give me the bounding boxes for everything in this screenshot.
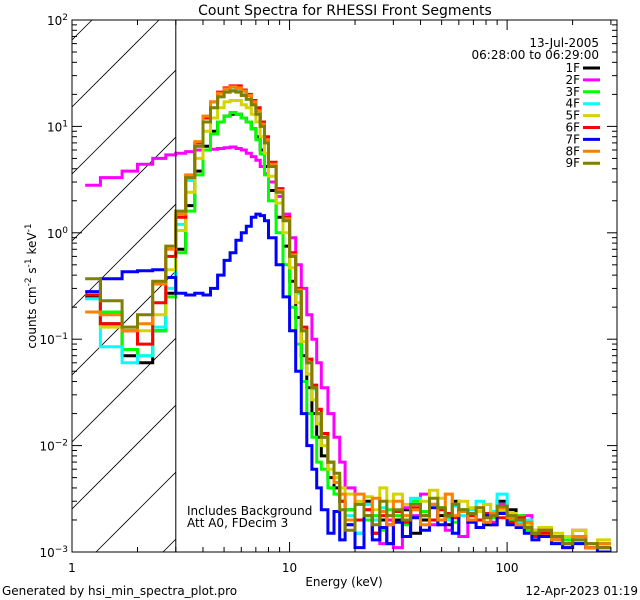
x-tick-label: 100 xyxy=(496,561,519,575)
hatch-line xyxy=(72,20,160,108)
legend-label-5F: 5F xyxy=(565,109,580,123)
legend-label-6F: 6F xyxy=(565,121,580,135)
legend-label-9F: 9F xyxy=(565,156,580,170)
legend-label-8F: 8F xyxy=(565,144,580,158)
plot-frame xyxy=(71,19,618,553)
annotation-background: Includes Background xyxy=(187,504,312,518)
y-tick-label: 102 xyxy=(47,13,68,28)
date-label: 13-Jul-2005 xyxy=(529,36,599,50)
legend-label-3F: 3F xyxy=(565,85,580,99)
series-lines xyxy=(85,84,611,552)
y-tick-label: 10−1 xyxy=(39,332,68,347)
x-tick-labels: 1 10 100 xyxy=(68,561,518,575)
legend-label-1F: 1F xyxy=(565,61,580,75)
y-tick-label: 10−2 xyxy=(39,439,68,454)
time-range-label: 06:28:00 to 06:29:00 xyxy=(472,48,599,62)
legend-label-2F: 2F xyxy=(565,73,580,87)
hatch-line xyxy=(72,270,177,376)
legend-label-7F: 7F xyxy=(565,132,580,146)
y-axis-label: counts cm-2 s-1 keV-1 xyxy=(24,223,39,348)
series-line-5F xyxy=(85,99,611,546)
y-tick-label: 101 xyxy=(47,119,68,134)
hatch-line xyxy=(162,538,177,552)
hatch-line xyxy=(72,69,177,175)
timestamp-footer: 12-Apr-2023 01:19 xyxy=(525,584,638,598)
x-tick-label: 1 xyxy=(68,561,76,575)
chart-title: Count Spectra for RHESSI Front Segments xyxy=(198,3,492,19)
legend-label-4F: 4F xyxy=(565,97,580,111)
y-tick-label: 100 xyxy=(47,226,68,241)
hatch-line xyxy=(95,471,177,552)
series-line-9F xyxy=(85,89,611,550)
y-tick-labels: 102 101 100 10−1 10−2 10−3 xyxy=(39,13,68,560)
generated-by-footer: Generated by hsi_min_spectra_plot.pro xyxy=(2,584,237,598)
x-axis-label: Energy (keV) xyxy=(305,575,382,589)
y-tick-label: 10−3 xyxy=(39,545,68,560)
hatch-line xyxy=(72,136,177,242)
hatch-line xyxy=(72,404,177,510)
x-tick-label: 10 xyxy=(282,561,297,575)
annotation-attenuator: Att A0, FDecim 3 xyxy=(187,516,288,530)
hatched-attenuator-region xyxy=(72,20,177,552)
hatch-line xyxy=(72,337,177,443)
